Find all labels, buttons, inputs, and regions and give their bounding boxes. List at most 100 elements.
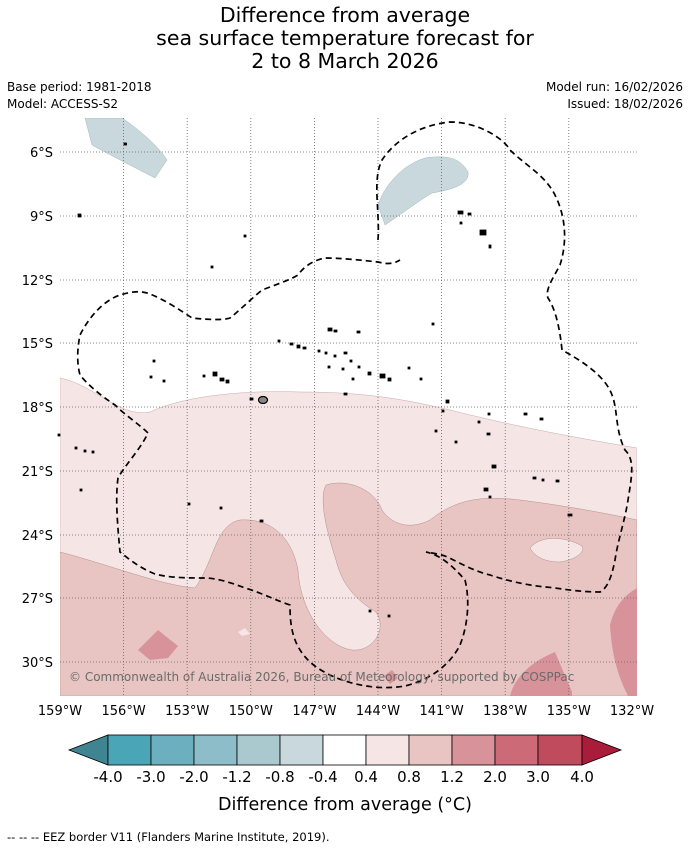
- colorbar-tick: -0.8: [265, 768, 294, 786]
- island: [289, 342, 294, 346]
- model-run-date: Model run: 16/02/2026: [545, 80, 683, 94]
- anomaly-patch-1.2-2.0-c: [510, 652, 572, 696]
- island: [367, 371, 372, 376]
- island: [532, 476, 537, 480]
- lat-label: 9°S: [30, 210, 53, 225]
- island: [57, 433, 61, 437]
- eez-legend-note: -- -- -- EEZ border V11 (Flanders Marine…: [7, 830, 330, 844]
- island: [457, 210, 464, 215]
- island: [486, 432, 491, 436]
- island: [324, 351, 328, 355]
- lon-label: 159°W: [38, 704, 82, 719]
- lon-label: 138°W: [483, 704, 527, 719]
- chart-title: Difference from average sea surface temp…: [0, 4, 690, 73]
- island: [343, 392, 348, 396]
- island: [219, 506, 223, 510]
- island: [83, 449, 87, 453]
- longitude-labels: 159°W 156°W 153°W 150°W 147°W 144°W 141°…: [38, 704, 654, 719]
- island: [477, 420, 481, 424]
- island: [212, 371, 218, 377]
- island: [317, 349, 321, 353]
- island: [454, 440, 458, 444]
- model-name: Model: ACCESS-S2: [7, 97, 119, 111]
- island: [333, 329, 338, 333]
- islands: [57, 142, 573, 618]
- island: [187, 502, 191, 506]
- island: [441, 409, 445, 413]
- lat-label: 12°S: [22, 274, 53, 289]
- lat-label: 30°S: [22, 656, 53, 671]
- colorbar-tick: 0.4: [354, 768, 378, 786]
- island: [387, 377, 392, 382]
- lon-label: 147°W: [292, 704, 336, 719]
- island: [149, 375, 153, 379]
- island: [488, 495, 492, 499]
- island: [210, 265, 214, 269]
- colorbar-tick: -1.2: [222, 768, 251, 786]
- colorbar-swatch: [451, 734, 496, 766]
- colorbar-tick: -4.0: [93, 768, 122, 786]
- island: [445, 399, 450, 404]
- island: [431, 322, 435, 326]
- island: [541, 478, 545, 482]
- model-info: Base period: 1981-2018 Model: ACCESS-S2: [7, 79, 152, 113]
- anomaly-patch-light-2: [238, 628, 250, 636]
- island: [357, 365, 361, 369]
- island: [327, 327, 333, 332]
- island: [567, 513, 573, 517]
- lat-label: 18°S: [22, 401, 53, 416]
- island: [277, 339, 281, 343]
- island: [333, 354, 337, 358]
- island: [407, 366, 411, 370]
- anomaly-patch-1.2-2.0-a: [138, 630, 178, 660]
- colorbar-swatch: [494, 734, 539, 766]
- colorbar-tick: 4.0: [570, 768, 594, 786]
- anomaly-patch-light: [529, 538, 584, 563]
- anomaly-field: [60, 118, 637, 696]
- island: [479, 229, 487, 236]
- island: [539, 417, 544, 421]
- island: [349, 359, 353, 363]
- island: [487, 412, 491, 416]
- island: [152, 359, 156, 363]
- island-tahiti: [257, 395, 269, 405]
- island: [327, 365, 331, 369]
- lon-label: 135°W: [547, 704, 591, 719]
- latitude-labels: 6°S 9°S 12°S 15°S 18°S 21°S 24°S 27°S 30…: [22, 146, 53, 671]
- colorbar-swatch: [107, 734, 152, 766]
- island: [419, 377, 423, 381]
- island: [467, 212, 472, 216]
- lon-label: 156°W: [102, 704, 146, 719]
- lat-label: 27°S: [22, 592, 53, 607]
- island: [123, 142, 127, 146]
- colorbar-swatch: [193, 734, 238, 766]
- island: [523, 412, 528, 416]
- island: [225, 379, 230, 384]
- lon-label: 132°W: [610, 704, 654, 719]
- title-line-2: sea surface temperature forecast for: [156, 26, 534, 50]
- island: [483, 487, 489, 492]
- island: [379, 373, 386, 379]
- colorbar-swatch: [150, 734, 195, 766]
- island: [243, 234, 247, 238]
- island: [249, 397, 254, 401]
- island: [219, 377, 225, 382]
- lon-label: 150°W: [229, 704, 273, 719]
- colorbar-swatch: [236, 734, 281, 766]
- colorbar-swatch: [537, 734, 583, 766]
- island: [343, 351, 348, 355]
- colorbar-label: Difference from average (°C): [218, 795, 472, 815]
- island: [434, 429, 438, 433]
- colorbar-swatch: [279, 734, 324, 766]
- colorbar-swatch: [365, 734, 410, 766]
- run-info: Model run: 16/02/2026 Issued: 18/02/2026: [546, 79, 683, 113]
- island: [488, 244, 492, 249]
- lat-label: 24°S: [22, 529, 53, 544]
- colorbar-tick: 0.8: [397, 768, 421, 786]
- island: [387, 614, 391, 618]
- colorbar-high-arrow: [581, 734, 623, 766]
- colorbar-tick: -2.0: [179, 768, 208, 786]
- island: [368, 609, 372, 613]
- colorbar-swatch: [322, 734, 367, 766]
